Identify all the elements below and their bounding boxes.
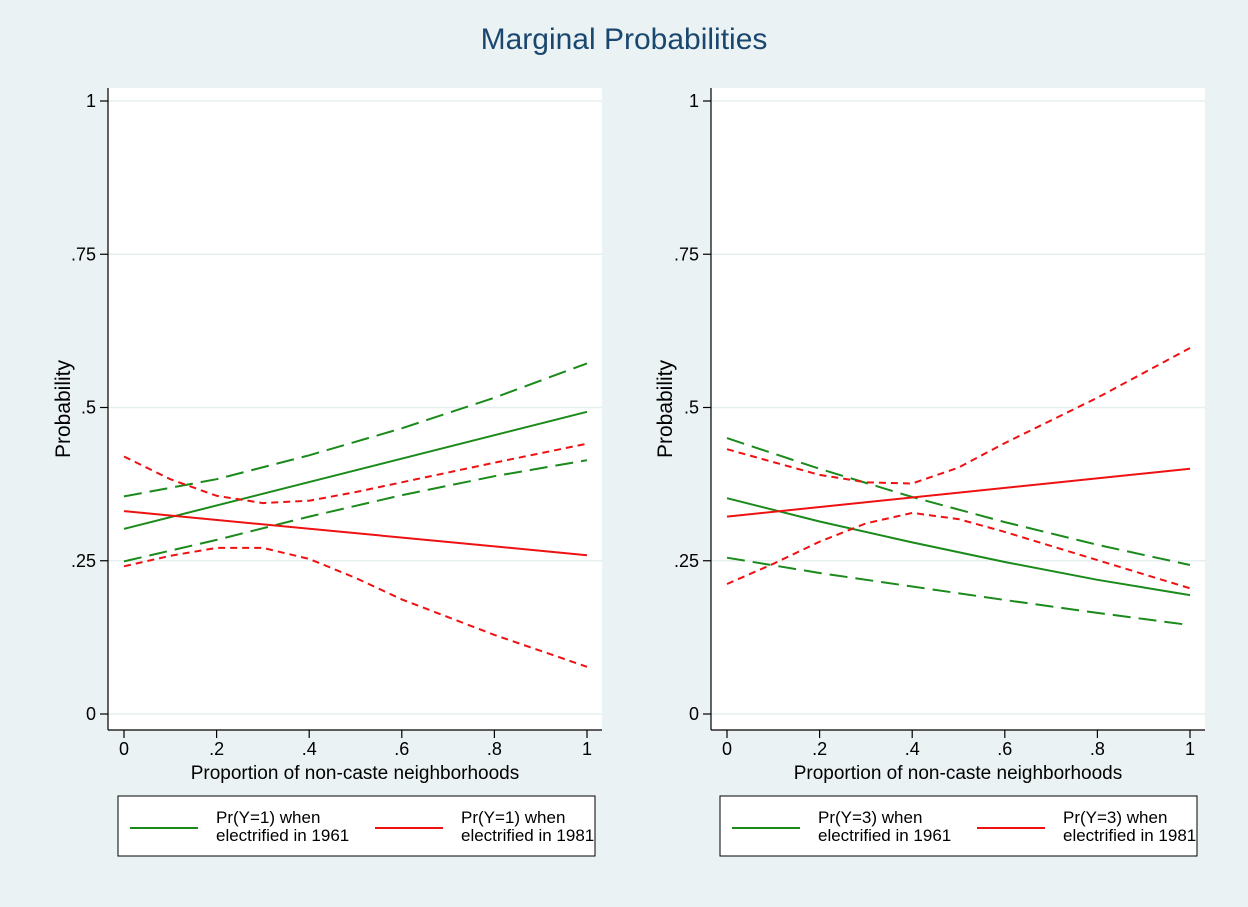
x-tick-label: 1: [582, 739, 592, 759]
series-line-dashed: [123, 459, 588, 563]
series-line-solid: [726, 497, 1191, 597]
legend-box: [117, 795, 596, 857]
plot-area: [108, 88, 602, 730]
chart-panels: 0 .25 .5 .75 1 0 .2 .4 .6 .8 1 Proportion of non-ca…: [52, 88, 1205, 857]
series-line-dotted: [726, 347, 1191, 485]
y-tick-label: .75: [71, 244, 96, 264]
series-line-dotted: [123, 442, 588, 505]
series-line-dashed: [123, 362, 588, 498]
y-tick-label: 1: [689, 91, 699, 111]
legend-label-line2: electrified in 1961: [818, 826, 951, 845]
x-tick-label: .2: [209, 739, 224, 759]
y-tick-label: .25: [71, 551, 96, 571]
x-tick-label: .2: [812, 739, 827, 759]
x-tick-label: .4: [905, 739, 920, 759]
series-line-dotted: [123, 546, 588, 668]
x-tick-label: .6: [394, 739, 409, 759]
x-tick-label: .8: [487, 739, 502, 759]
legend-label-line1: Pr(Y=1) when: [461, 808, 565, 827]
legend-label-line2: electrified in 1981: [1063, 826, 1196, 845]
chart-panel-1: 0 .25 .5 .75 1 0 .2 .4 .6 .8 1 Proportion of non-ca…: [52, 88, 602, 857]
y-tick-label: 1: [86, 91, 96, 111]
x-tick-label: 1: [1185, 739, 1195, 759]
x-tick-label: .4: [302, 739, 317, 759]
x-tick-label: 0: [722, 739, 732, 759]
y-axis-title: Probability: [654, 359, 677, 458]
y-tick-label: 0: [86, 704, 96, 724]
x-tick-label: 0: [119, 739, 129, 759]
y-tick-label: .75: [674, 244, 699, 264]
legend-label-line1: Pr(Y=1) when: [216, 808, 320, 827]
series-line-dashed: [726, 556, 1191, 627]
x-axis-title: Proportion of non-caste neighborhoods: [794, 763, 1123, 784]
legend-label-line1: Pr(Y=3) when: [1063, 808, 1167, 827]
figure-title: Marginal Probabilities: [481, 23, 768, 56]
legend-label-line1: Pr(Y=3) when: [818, 808, 922, 827]
legend-label-line2: electrified in 1961: [216, 826, 349, 845]
legend-label-line2: electrified in 1981: [461, 826, 594, 845]
legend-box: [719, 795, 1198, 857]
x-tick-label: .8: [1090, 739, 1105, 759]
series-line-dashed: [726, 437, 1191, 566]
y-tick-label: .5: [684, 398, 699, 418]
chart-panel-2: 0 .25 .5 .75 1 0 .2 .4 .6 .8 1 Proportion of non-ca…: [654, 88, 1205, 857]
y-tick-label: 0: [689, 704, 699, 724]
y-axis-title: Probability: [52, 359, 75, 458]
series-line-solid: [726, 467, 1191, 518]
series-line-solid: [123, 510, 588, 557]
x-tick-label: .6: [997, 739, 1012, 759]
series-line-solid: [123, 410, 588, 530]
y-tick-label: .25: [674, 551, 699, 571]
y-tick-label: .5: [81, 398, 96, 418]
x-axis-title: Proportion of non-caste neighborhoods: [191, 763, 520, 784]
plot-area: [711, 88, 1205, 730]
